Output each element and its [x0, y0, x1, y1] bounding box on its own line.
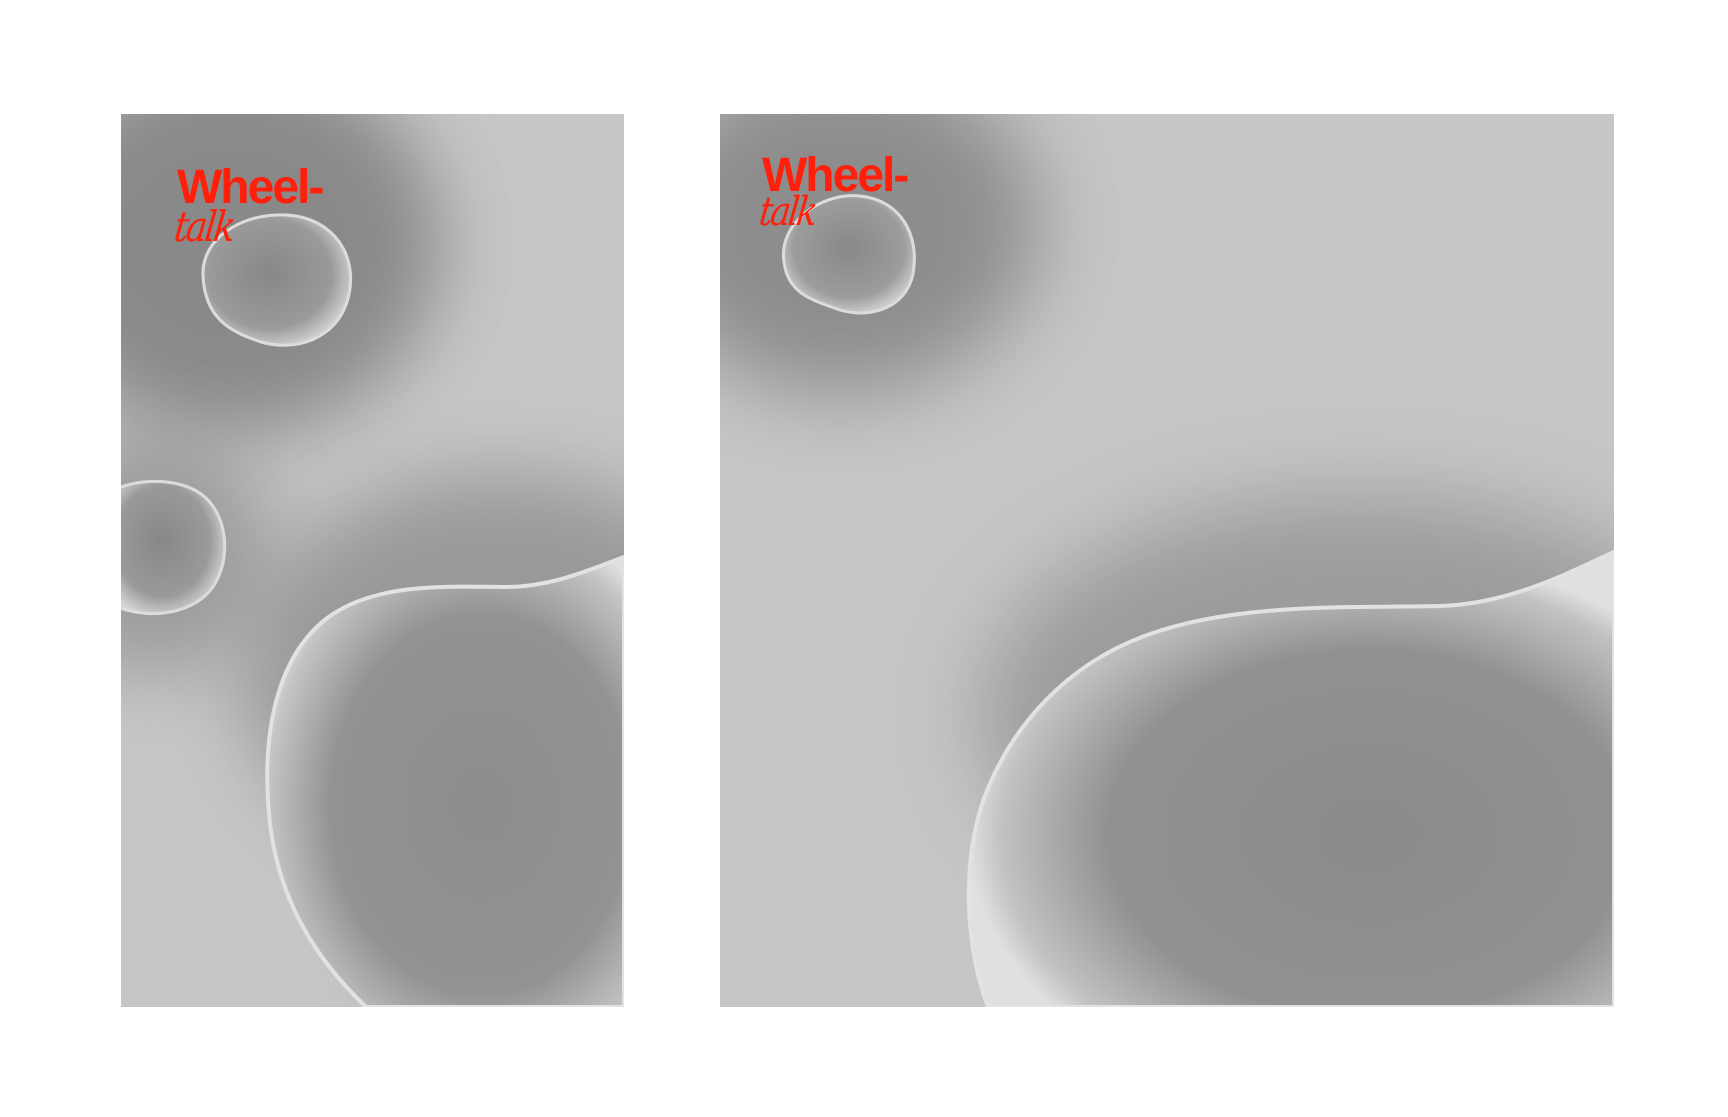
poster-portrait: Wheel- talk [121, 114, 624, 1007]
poster-square-artwork [720, 114, 1614, 1007]
poster-square: Wheel- talk [720, 114, 1614, 1007]
poster-portrait-artwork [121, 114, 624, 1007]
